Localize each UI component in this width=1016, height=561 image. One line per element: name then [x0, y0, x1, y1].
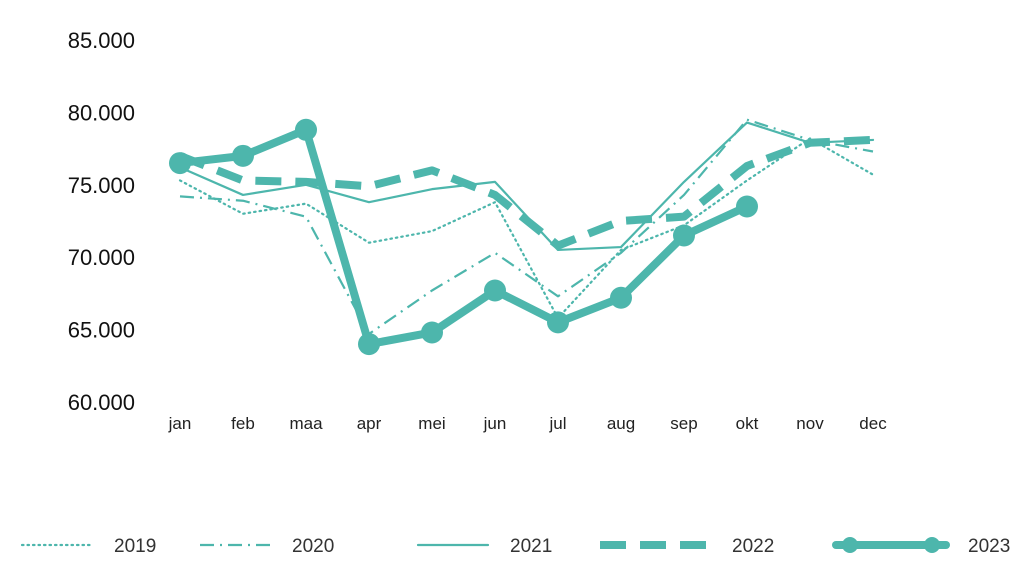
series-layer [169, 118, 875, 356]
y-axis-ticks: 60.000 65.000 70.000 75.000 80.000 85.000 [68, 28, 135, 415]
x-axis-ticks: jan feb maa apr mei jun jul aug sep okt nov dec [168, 414, 888, 433]
data-point-2023 [232, 144, 254, 167]
data-point-2023 [358, 333, 380, 356]
legend-label: 2023 [968, 536, 1010, 557]
series-line-2023 [176, 125, 751, 349]
data-point-2023 [547, 311, 569, 334]
data-point-2023 [295, 118, 317, 141]
legend-marker [924, 537, 940, 553]
data-point-2023 [484, 279, 506, 302]
x-tick-label: mei [418, 414, 445, 433]
series-line-2020 [179, 118, 874, 336]
legend-label: 2019 [114, 536, 156, 557]
legend-item-2022: 2022 [600, 536, 774, 557]
legend: 2019 2020 2021 2022 2023 [20, 536, 1010, 557]
legend-item-2023: 2023 [832, 536, 1010, 557]
y-tick-label: 65.000 [68, 318, 135, 343]
x-tick-label: okt [736, 414, 759, 433]
legend-label: 2021 [510, 536, 552, 557]
data-point-2023 [169, 152, 191, 175]
x-tick-label: sep [670, 414, 697, 433]
legend-marker [842, 537, 858, 553]
y-tick-label: 70.000 [68, 245, 135, 270]
legend-label: 2022 [732, 536, 774, 557]
y-tick-label: 85.000 [68, 28, 135, 53]
series-line-2019 [178, 137, 875, 320]
data-point-2023 [421, 321, 443, 344]
legend-item-2020: 2020 [200, 536, 334, 557]
x-tick-label: maa [289, 414, 323, 433]
y-tick-label: 75.000 [68, 173, 135, 198]
data-point-2023 [736, 195, 758, 218]
y-tick-label: 60.000 [68, 390, 135, 415]
y-tick-label: 80.000 [68, 100, 135, 125]
legend-item-2019: 2019 [20, 536, 156, 557]
series-line-2022 [178, 135, 874, 250]
x-tick-label: feb [231, 414, 255, 433]
data-point-2023 [673, 224, 695, 247]
x-tick-label: aug [607, 414, 635, 433]
legend-label: 2020 [292, 536, 334, 557]
x-tick-label: apr [357, 414, 382, 433]
x-tick-label: jul [548, 414, 566, 433]
x-tick-label: dec [859, 414, 887, 433]
x-tick-label: jan [168, 414, 192, 433]
x-tick-label: jun [483, 414, 507, 433]
legend-item-2021: 2021 [416, 536, 552, 557]
x-tick-label: nov [796, 414, 824, 433]
data-point-2023 [610, 286, 632, 309]
